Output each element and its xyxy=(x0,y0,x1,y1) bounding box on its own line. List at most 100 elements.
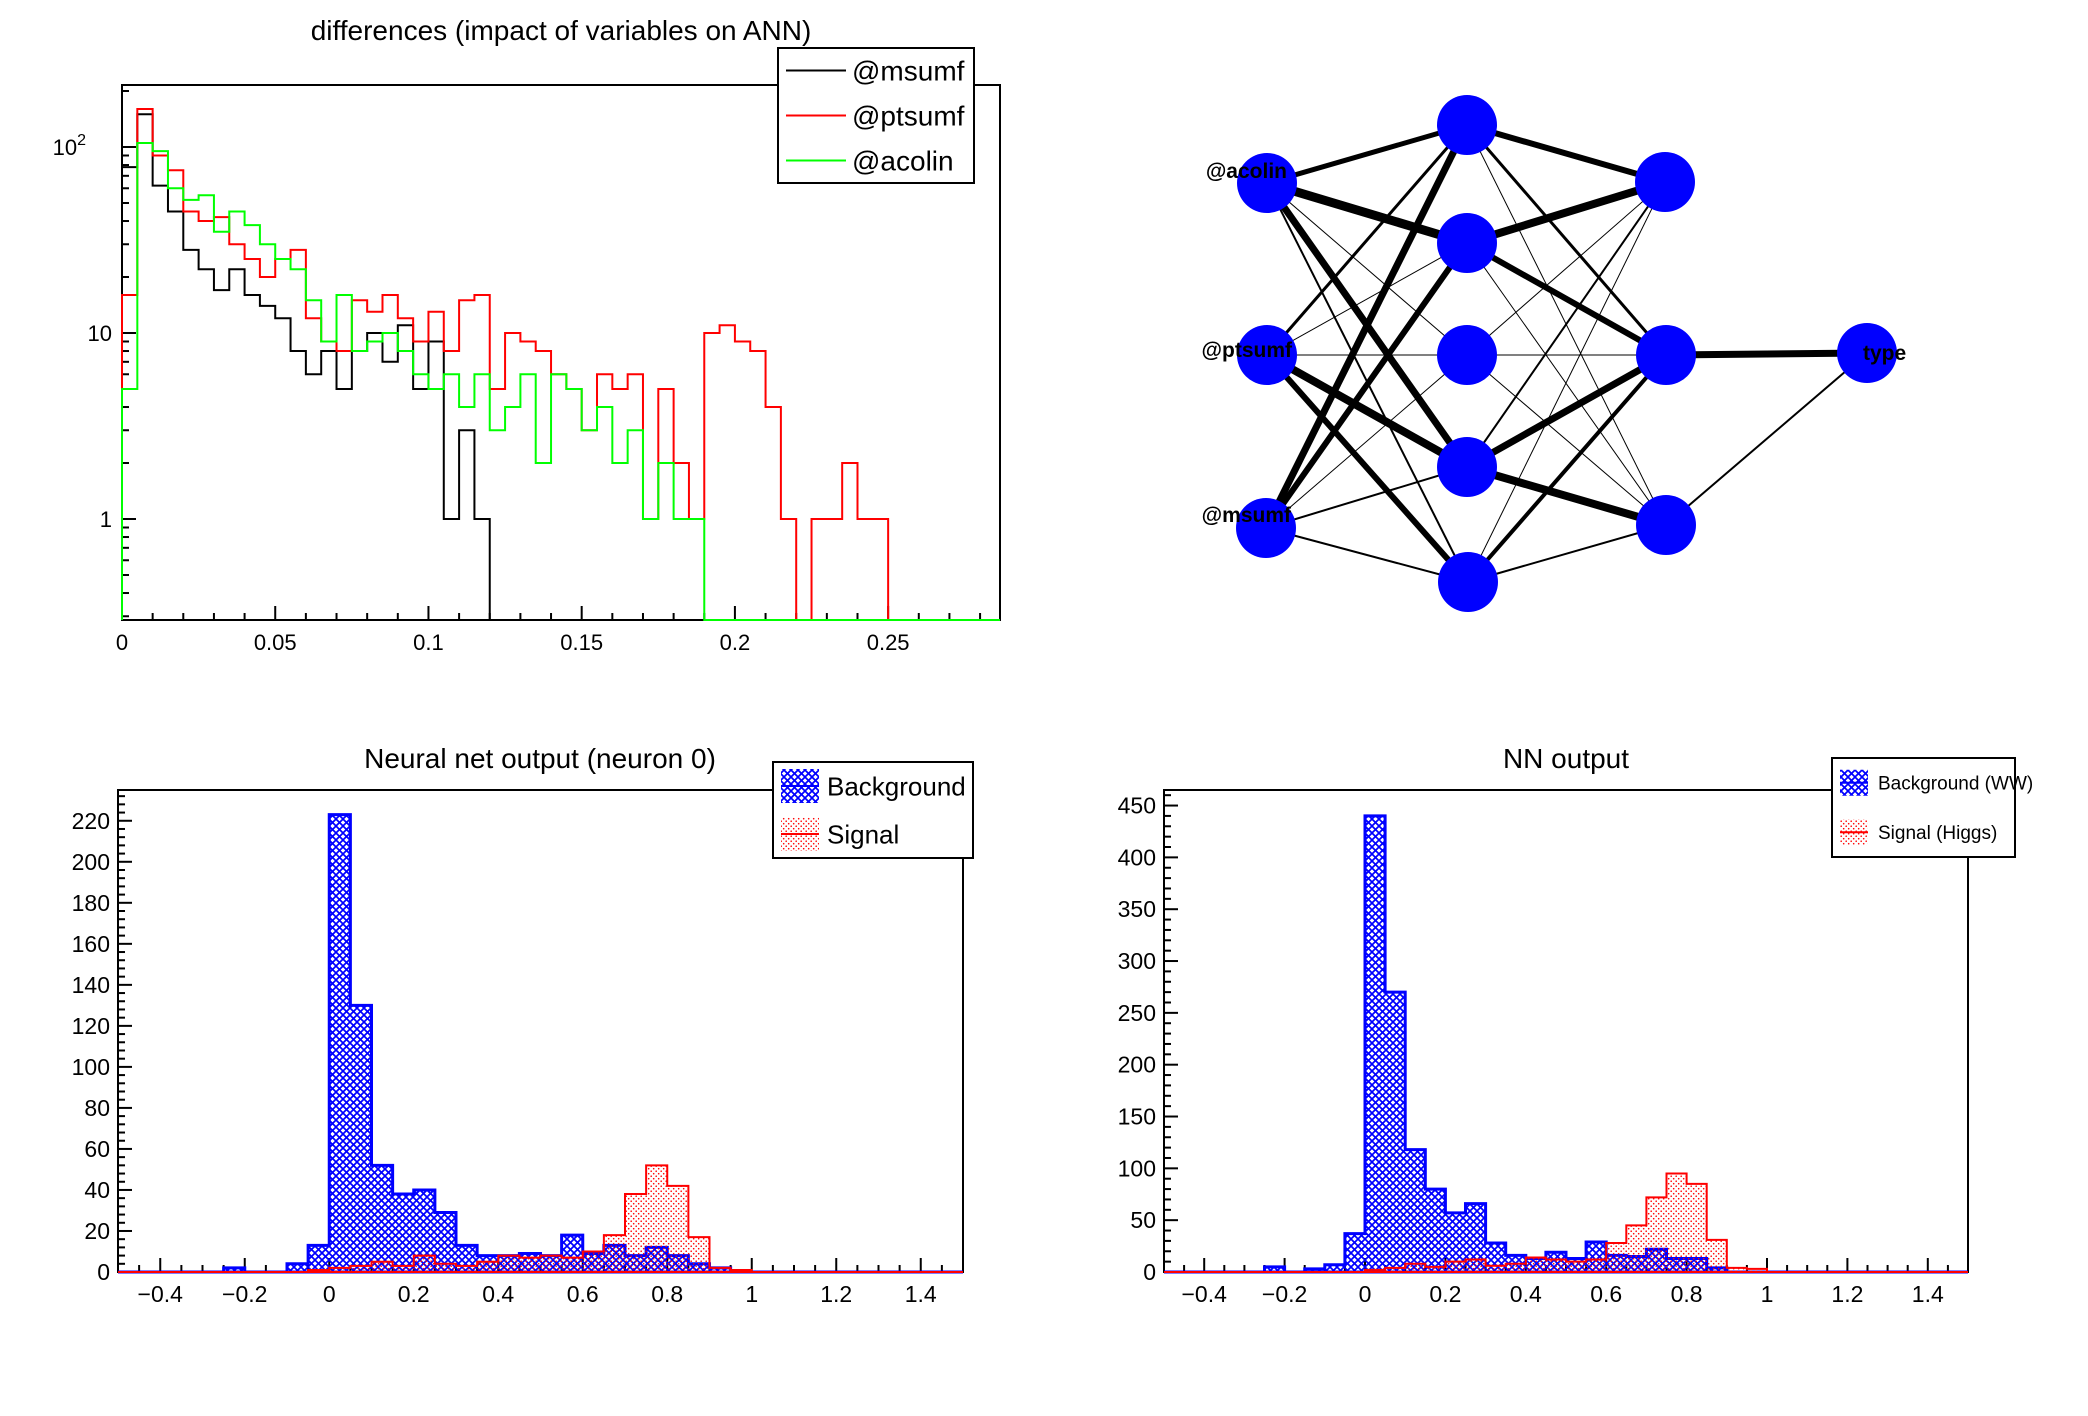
plot-frame xyxy=(117,789,964,1273)
x-tick-label: −0.2 xyxy=(1262,1281,1307,1307)
y-tick-label: 300 xyxy=(1118,948,1156,974)
network-edges xyxy=(1262,122,1868,584)
x-tick-label: 0 xyxy=(323,1281,336,1307)
y-tick-label: 60 xyxy=(84,1136,110,1162)
x-tick-label: −0.2 xyxy=(222,1281,267,1307)
x-tick-label: 1 xyxy=(1761,1281,1774,1307)
neuron-node-h13 xyxy=(1437,437,1497,497)
network-label: @ptsumf xyxy=(1202,339,1293,362)
legend-entry-label: Signal (Higgs) xyxy=(1878,823,1997,844)
synapse-edge xyxy=(1466,122,1666,185)
synapse-edge xyxy=(1465,463,1668,529)
synapse-edge xyxy=(1466,181,1666,356)
x-tick-label: 0.05 xyxy=(254,630,297,655)
y-tick-label: 10 xyxy=(88,321,112,346)
synapse-edge xyxy=(1465,178,1667,247)
synapse-edge xyxy=(1266,182,1468,356)
series-msumf xyxy=(121,113,1000,621)
series-signal xyxy=(118,1164,963,1273)
y-tick-label: 0 xyxy=(97,1259,110,1285)
x-tick-label: 0.8 xyxy=(651,1281,683,1307)
y-tick-label: 40 xyxy=(84,1177,110,1203)
y-tick-label: 102 xyxy=(53,132,86,160)
series-background xyxy=(118,813,963,1274)
synapse-edge xyxy=(1265,354,1468,529)
x-tick-label: 1.2 xyxy=(1831,1281,1863,1307)
nn-legend: Background (WW) Signal (Higgs) xyxy=(1831,757,2033,858)
x-tick-label: 1.4 xyxy=(905,1281,937,1307)
y-tick-label: 50 xyxy=(1130,1207,1156,1233)
pad-neural-network-diagram: @acolin @ptsumf @msumf type xyxy=(1202,95,1906,612)
y-tick-label: 150 xyxy=(1118,1104,1156,1130)
synapse-edge xyxy=(1265,124,1469,356)
x-axis-ticks: 0 0.05 0.1 0.15 0.2 0.25 xyxy=(116,606,982,655)
synapse-edge xyxy=(1665,349,1868,359)
x-tick-label: 0 xyxy=(116,630,128,655)
series-signal-higgs- xyxy=(1164,1172,1968,1273)
synapse-edge xyxy=(1265,178,1469,248)
legend-entry-label: Background xyxy=(827,771,966,801)
neuron-node-in0 xyxy=(1237,153,1297,213)
y-tick-label: 100 xyxy=(72,1054,110,1080)
neuron-node-in1 xyxy=(1237,325,1297,385)
y-tick-label: 450 xyxy=(1118,793,1156,819)
y-tick-label: 180 xyxy=(72,890,110,916)
x-tick-label: 0.2 xyxy=(720,630,751,655)
y-tick-label: 200 xyxy=(1118,1052,1156,1078)
x-tick-label: −0.4 xyxy=(138,1281,184,1307)
x-tick-label: 1.4 xyxy=(1912,1281,1944,1307)
network-label: @acolin xyxy=(1206,160,1287,183)
x-tick-label: 0.6 xyxy=(567,1281,599,1307)
synapse-edge xyxy=(1266,122,1468,186)
y-tick-label: 200 xyxy=(72,849,110,875)
y-tick-label: 140 xyxy=(72,972,110,998)
neuron-node-h12 xyxy=(1437,325,1497,385)
neuron-node-h22 xyxy=(1636,495,1696,555)
y-axis-ticks: 0 20 40 60 80 100 120 140 160 180 200 220 xyxy=(72,795,132,1285)
y-tick-label: 80 xyxy=(84,1095,110,1121)
x-tick-label: 0.2 xyxy=(1429,1281,1461,1307)
x-tick-label: 0.15 xyxy=(560,630,603,655)
legend-entry-label: Signal xyxy=(827,819,899,849)
series-background-ww- xyxy=(1164,814,1968,1274)
y-tick-label: 100 xyxy=(1118,1155,1156,1181)
x-tick-label: 0.8 xyxy=(1671,1281,1703,1307)
synapse-edge xyxy=(1263,241,1470,530)
neuron-node-h14 xyxy=(1438,552,1498,612)
synapse-edge xyxy=(1466,353,1668,584)
neuron-node-h20 xyxy=(1635,152,1695,212)
network-label: @msumf xyxy=(1202,504,1292,527)
y-tick-label: 1 xyxy=(100,507,112,532)
x-tick-label: 0.4 xyxy=(1510,1281,1542,1307)
x-tick-label: 1 xyxy=(745,1281,758,1307)
x-tick-label: 0.1 xyxy=(413,630,444,655)
plot-frame xyxy=(1163,789,1969,1273)
neuron-node-h11 xyxy=(1437,213,1497,273)
x-tick-label: 1.2 xyxy=(820,1281,852,1307)
x-tick-label: 0.25 xyxy=(867,630,910,655)
neuron-node-h21 xyxy=(1636,325,1696,385)
synapse-edge xyxy=(1466,354,1667,526)
synapse-edge xyxy=(1265,351,1469,471)
synapse-edge xyxy=(1465,124,1668,356)
chart-title: NN output xyxy=(1503,743,1629,774)
y-tick-label: 250 xyxy=(1118,1000,1156,1026)
neuron-node-out0 xyxy=(1837,323,1897,383)
y-tick-label: 160 xyxy=(72,931,110,957)
y-tick-label: 0 xyxy=(1143,1259,1156,1285)
synapse-edge xyxy=(1262,123,1471,530)
nn0-legend: Background Signal xyxy=(772,761,974,859)
synapse-edge xyxy=(1266,242,1468,356)
legend-entry-label: Background (WW) xyxy=(1878,774,2033,795)
series-ptsumf xyxy=(121,108,1000,621)
legend-entry-label: @acolin xyxy=(852,146,954,177)
synapse-edge xyxy=(1466,181,1666,468)
synapse-edge xyxy=(1467,524,1667,583)
synapse-edge xyxy=(1265,466,1468,529)
x-tick-label: 0.6 xyxy=(1590,1281,1622,1307)
y-tick-label: 400 xyxy=(1118,844,1156,870)
network-label: type xyxy=(1863,342,1906,365)
